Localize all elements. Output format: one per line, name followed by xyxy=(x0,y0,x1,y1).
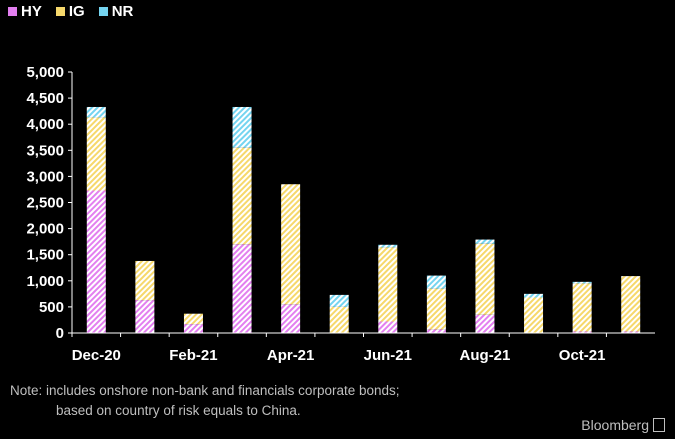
bar-nr-may-21 xyxy=(329,294,349,307)
footnote-line-2: based on country of risk equals to China… xyxy=(56,403,301,418)
y-tick-label: 4,000 xyxy=(26,116,64,133)
bar-nr-sep-21 xyxy=(524,293,544,298)
legend-item-hy: HY xyxy=(8,3,42,20)
bar-hy-oct-21 xyxy=(572,331,592,333)
brand-logo: Bloomberg xyxy=(581,417,665,433)
y-tick-label: 2,000 xyxy=(26,221,64,238)
bar-nr-aug-21 xyxy=(475,239,495,244)
footnote: Note: includes onshore non-bank and fina… xyxy=(10,381,400,421)
x-tick-label: Jun-21 xyxy=(364,347,412,364)
bar-ig-apr-21 xyxy=(281,184,301,305)
bar-hy-apr-21 xyxy=(281,304,301,333)
bar-hy-mar-21 xyxy=(232,244,252,333)
bloomberg-terminal-icon xyxy=(653,418,665,432)
x-tick-label: Apr-21 xyxy=(267,347,315,364)
y-tick-label: 3,000 xyxy=(26,168,64,185)
bar-ig-dec-20 xyxy=(86,117,106,191)
footnote-line-1: Note: includes onshore non-bank and fina… xyxy=(10,383,400,398)
y-tick-label: 2,500 xyxy=(26,195,64,212)
y-tick-label: 1,500 xyxy=(26,247,64,264)
brand-name: Bloomberg xyxy=(581,417,649,433)
x-tick-label: Dec-20 xyxy=(72,347,121,364)
bar-hy-dec-20 xyxy=(86,190,106,333)
bar-nr-jun-21 xyxy=(378,244,398,248)
bar-ig-sep-21 xyxy=(524,297,544,333)
bar-hy-jul-21 xyxy=(426,329,446,333)
bar-ig-jul-21 xyxy=(426,288,446,330)
legend-label-ig: IG xyxy=(68,3,85,20)
y-tick-label: 3,500 xyxy=(26,142,64,159)
bar-ig-may-21 xyxy=(329,306,349,333)
bar-ig-nov-21 xyxy=(621,276,641,332)
bar-hy-jan-21 xyxy=(135,300,155,333)
bar-ig-aug-21 xyxy=(475,243,495,315)
bar-hy-nov-21 xyxy=(621,331,641,333)
bar-hy-aug-21 xyxy=(475,314,495,333)
y-tick-label: 1,000 xyxy=(26,273,64,290)
legend-label-nr: NR xyxy=(111,3,134,20)
bar-hy-feb-21 xyxy=(183,324,203,333)
legend-swatch-ig xyxy=(55,7,65,16)
legend-swatch-hy xyxy=(8,7,17,16)
y-tick-label: 0 xyxy=(56,325,64,342)
bar-hy-jun-21 xyxy=(378,321,398,333)
bar-ig-oct-21 xyxy=(572,283,592,332)
legend-swatch-nr xyxy=(98,7,108,16)
bars-group xyxy=(86,106,641,333)
x-tick-label: Oct-21 xyxy=(559,347,606,364)
legend-item-nr: NR xyxy=(98,3,134,20)
bar-nr-mar-21 xyxy=(232,106,252,148)
x-tick-label: Feb-21 xyxy=(169,347,217,364)
bar-ig-jan-21 xyxy=(135,260,155,301)
y-tick-label: 4,500 xyxy=(26,90,64,107)
y-tick-label: 5,000 xyxy=(26,64,64,81)
bar-ig-mar-21 xyxy=(232,147,252,245)
y-tick-label: 500 xyxy=(39,299,64,316)
x-tick-label: Aug-21 xyxy=(460,347,511,364)
bar-nr-oct-21 xyxy=(572,281,592,284)
legend-label-hy: HY xyxy=(21,3,42,20)
axes-group: 0 500 1,000 1,500 2,000 2,500 3,000 3,500 4,000 4… xyxy=(26,64,655,364)
bar-ig-feb-21 xyxy=(183,313,203,325)
bar-nr-dec-20 xyxy=(86,106,106,118)
bar-ig-jun-21 xyxy=(378,247,398,322)
bar-nr-jul-21 xyxy=(426,275,446,289)
legend: HY IG NR xyxy=(8,3,133,20)
legend-item-ig: IG xyxy=(55,3,85,20)
